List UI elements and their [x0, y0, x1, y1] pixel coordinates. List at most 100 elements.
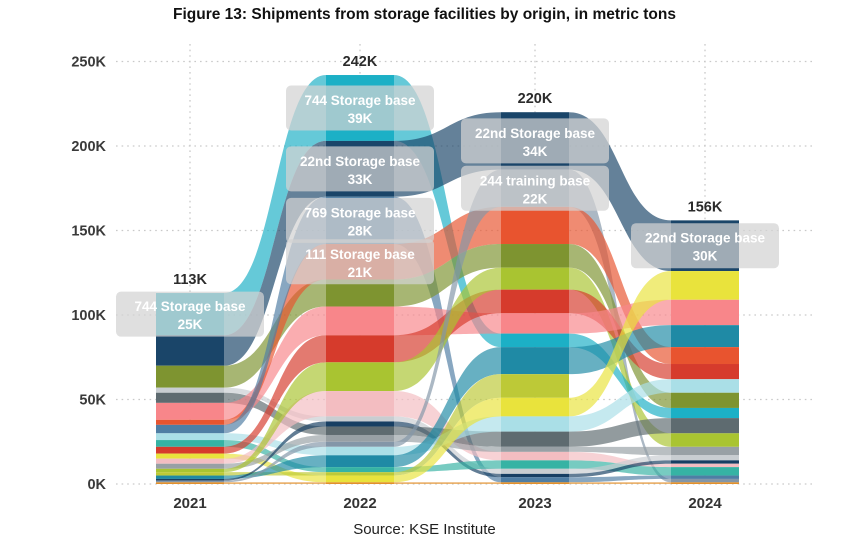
chart-segment[interactable] [671, 379, 739, 393]
chart-ribbon[interactable] [394, 347, 501, 468]
chart-segment[interactable] [156, 478, 224, 481]
chart-segment[interactable] [671, 446, 739, 456]
chart-segment[interactable] [156, 482, 224, 484]
chart-ribbon[interactable] [569, 418, 671, 447]
chart-segment[interactable] [326, 475, 394, 483]
chart-segment[interactable] [501, 468, 569, 474]
chart-segment[interactable] [671, 455, 739, 461]
chart-segment[interactable] [156, 475, 224, 479]
chart-segment[interactable] [501, 460, 569, 469]
chart-segment[interactable] [156, 433, 224, 441]
chart-segment[interactable] [501, 267, 569, 290]
chart-segment[interactable] [501, 289, 569, 314]
chart-segment[interactable] [326, 467, 394, 473]
chart-ribbon[interactable] [569, 379, 671, 432]
chart-segment[interactable] [326, 426, 394, 435]
chart-segment[interactable] [326, 434, 394, 442]
chart-segment[interactable] [156, 424, 224, 434]
chart-segment[interactable] [671, 392, 739, 408]
chart-segment[interactable] [326, 362, 394, 392]
chart-ribbon[interactable] [394, 482, 501, 484]
chart-segment[interactable] [156, 419, 224, 425]
chart-segment[interactable] [501, 477, 569, 483]
chart-segment[interactable] [671, 460, 739, 464]
chart-segment[interactable] [501, 482, 569, 484]
chart-segment[interactable] [501, 313, 569, 334]
chart-segment[interactable] [156, 440, 224, 447]
chart-segment[interactable] [326, 482, 394, 484]
chart-ribbon[interactable] [224, 440, 326, 473]
chart-segment[interactable] [156, 453, 224, 459]
chart-segment[interactable] [326, 455, 394, 468]
chart-segment[interactable] [501, 244, 569, 268]
chart-segment[interactable] [501, 374, 569, 398]
chart-segment[interactable] [326, 421, 394, 427]
chart-segment[interactable] [156, 472, 224, 476]
chart-segment[interactable] [671, 463, 739, 468]
chart-segment[interactable] [671, 482, 739, 484]
chart-segment[interactable] [326, 416, 394, 422]
chart-segment[interactable] [326, 306, 394, 336]
chart-ribbon[interactable] [224, 140, 326, 366]
chart-segment[interactable] [156, 402, 224, 420]
chart-ribbon[interactable] [569, 475, 671, 483]
chart-segment[interactable] [156, 480, 224, 483]
chart-ribbon[interactable] [224, 455, 326, 479]
chart-ribbon[interactable] [394, 244, 501, 307]
chart-segment[interactable] [156, 387, 224, 393]
segment-callout-value: 21K [348, 265, 373, 280]
chart-segment[interactable] [501, 416, 569, 432]
chart-ribbon[interactable] [569, 460, 671, 478]
chart-ribbon[interactable] [569, 455, 671, 474]
chart-segment[interactable] [671, 325, 739, 348]
chart-ribbon[interactable] [224, 362, 326, 473]
chart-ribbon[interactable] [394, 169, 501, 447]
chart-segment[interactable] [326, 335, 394, 363]
chart-segment[interactable] [671, 364, 739, 380]
chart-segment[interactable] [501, 473, 569, 478]
chart-ribbon[interactable] [569, 333, 671, 419]
chart-ribbon[interactable] [569, 482, 671, 484]
chart-segment[interactable] [501, 206, 569, 245]
chart-segment[interactable] [671, 478, 739, 483]
chart-ribbon[interactable] [224, 335, 326, 454]
chart-ribbon[interactable] [224, 75, 326, 336]
chart-segment[interactable] [156, 392, 224, 403]
chart-segment[interactable] [156, 446, 224, 454]
chart-segment[interactable] [671, 407, 739, 419]
chart-segment[interactable] [501, 397, 569, 417]
chart-segment[interactable] [156, 365, 224, 388]
chart-segment[interactable] [156, 468, 224, 473]
chart-ribbon[interactable] [394, 267, 501, 392]
chart-ribbon[interactable] [569, 446, 671, 456]
chart-segment[interactable] [671, 475, 739, 479]
chart-ribbon[interactable] [569, 271, 671, 417]
chart-segment[interactable] [671, 299, 739, 326]
chart-ribbon[interactable] [394, 397, 501, 483]
chart-segment[interactable] [501, 451, 569, 461]
chart-segment[interactable] [501, 347, 569, 375]
chart-ribbon[interactable] [569, 206, 671, 365]
chart-segment[interactable] [501, 333, 569, 348]
chart-ribbon[interactable] [394, 374, 501, 476]
chart-ribbon[interactable] [224, 441, 326, 483]
chart-segment[interactable] [156, 463, 224, 469]
chart-segment[interactable] [156, 458, 224, 464]
chart-segment[interactable] [501, 446, 569, 452]
chart-ribbon[interactable] [224, 306, 326, 420]
chart-ribbon[interactable] [224, 482, 326, 484]
chart-segment[interactable] [671, 433, 739, 447]
chart-segment[interactable] [326, 472, 394, 476]
chart-segment[interactable] [156, 335, 224, 366]
chart-segment[interactable] [671, 271, 739, 300]
chart-segment[interactable] [671, 467, 739, 476]
chart-segment[interactable] [671, 347, 739, 365]
chart-segment[interactable] [671, 418, 739, 434]
chart-segment[interactable] [501, 431, 569, 447]
chart-segment[interactable] [326, 446, 394, 456]
chart-segment[interactable] [326, 441, 394, 447]
chart-segment[interactable] [326, 391, 394, 417]
column-total-label: 156K [688, 199, 723, 215]
chart-ribbon[interactable] [224, 421, 326, 481]
